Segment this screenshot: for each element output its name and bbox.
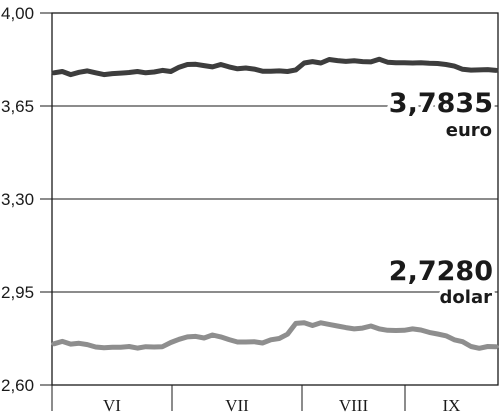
x-tick-label: VIII	[339, 396, 369, 415]
y-tick-label: 4,00	[1, 4, 34, 23]
series-lines	[51, 56, 499, 351]
x-tick-label: VI	[103, 396, 121, 415]
y-tick-label: 3,30	[1, 190, 34, 209]
series-line-euro	[51, 56, 499, 78]
value-label-dolar: 2,7280	[389, 256, 493, 287]
axes	[40, 12, 499, 411]
series-name-label-euro: euro	[446, 120, 492, 141]
series-line-dolar	[51, 320, 499, 351]
series-name-label-dolar: dolar	[440, 287, 493, 308]
x-tick-label: VII	[225, 396, 249, 415]
y-tick-label: 2,95	[1, 283, 34, 302]
x-tick-label: IX	[443, 396, 461, 415]
x-tick-labels: VI VII VIII IX	[103, 396, 460, 415]
y-tick-label: 2,60	[1, 376, 34, 395]
y-tick-label: 3,65	[1, 97, 34, 116]
y-tick-labels: 4,00 3,65 3,30 2,95 2,60	[1, 4, 34, 395]
value-label-euro: 3,7835	[389, 88, 493, 119]
gridlines	[52, 105, 498, 293]
